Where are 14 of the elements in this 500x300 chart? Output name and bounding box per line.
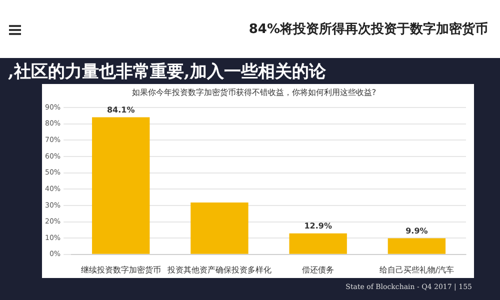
data-label: 12.9% [304,221,332,230]
chart-title: 84%将投资所得再次投资于数字加密货币 [248,20,488,38]
data-label: 84.1% [106,105,135,114]
bar [289,233,347,254]
x-tick-label: 给自己买些礼物/汽车 [379,265,454,274]
data-label: 9.9% [406,226,428,236]
x-tick-label: 投资其他资产确保投资多样化 [166,265,272,274]
text: ,社区的力量也非常重要,加入一些相关的论 [8,61,326,83]
chart-subtitle: 如果你今年投资数字加密货币获得不错收益，你将如何利用这些收益? [132,88,376,97]
bar [92,117,150,254]
bar [388,238,446,254]
bar [190,202,248,254]
x-tick-label: 继续投资数字加密货币 [80,265,161,274]
x-tick-label: 偿还债务 [302,265,334,274]
